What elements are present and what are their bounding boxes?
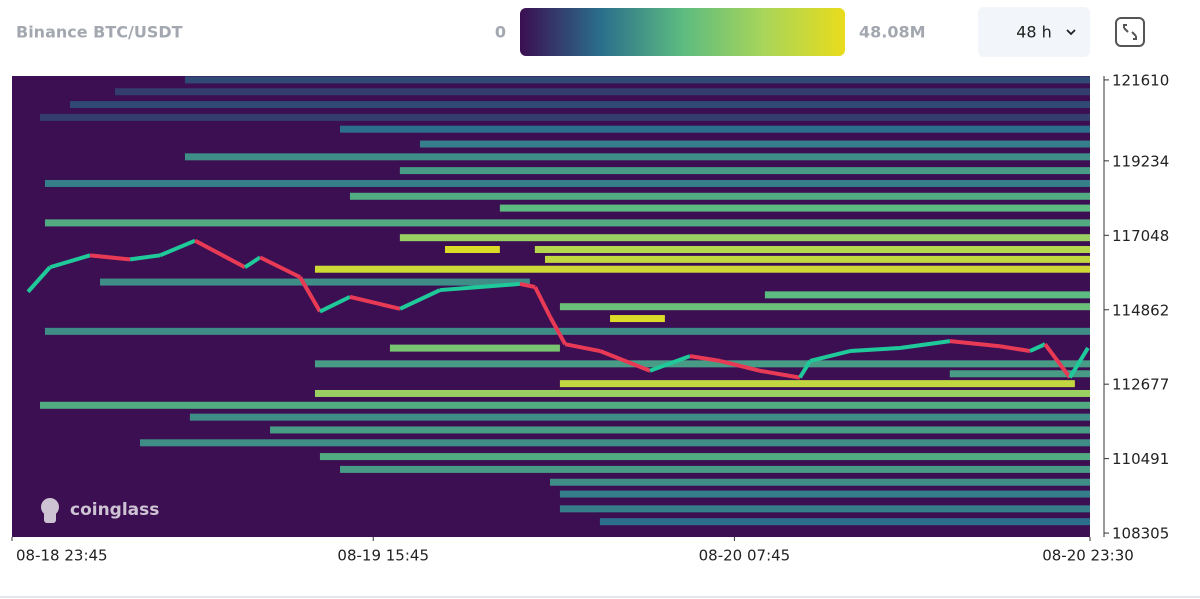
range-selector[interactable]: [978, 7, 1090, 57]
price-segment: [399, 288, 441, 311]
heat-band: [270, 426, 1090, 434]
heat-band: [114, 88, 1090, 96]
fullscreen-icon: [1123, 24, 1137, 40]
y-tick-label: 121610: [1112, 71, 1169, 89]
price-segment: [194, 238, 246, 270]
heat-band: [319, 453, 1090, 461]
price-segment: [49, 253, 91, 270]
price-segment: [259, 255, 301, 279]
heat-band: [44, 327, 1090, 335]
heat-band: [184, 76, 1090, 84]
price-segment: [949, 339, 1001, 349]
x-tick-label: 08-20 23:30: [1042, 547, 1134, 565]
y-tick-label: 110491: [1112, 450, 1169, 468]
heat-band: [184, 153, 1090, 161]
heat-band: [559, 490, 1090, 498]
price-segment: [89, 253, 131, 262]
range-selector-label: 48 h: [1016, 23, 1052, 42]
y-tick-label: 119234: [1112, 152, 1169, 170]
chart-title: Binance BTC/USDT: [16, 23, 183, 42]
colorbar-label: 0: [495, 23, 506, 42]
price-segment: [1029, 342, 1046, 353]
heat-band: [100, 278, 530, 286]
watermark-logo: [44, 511, 56, 523]
heat-band: [39, 401, 1090, 409]
price-segment: [298, 276, 322, 313]
heat-band: [44, 219, 1090, 227]
heat-band: [389, 344, 560, 352]
price-segment: [649, 354, 691, 373]
watermark-text: coinglass: [70, 500, 159, 520]
price-segment: [689, 354, 721, 363]
heat-band: [764, 291, 1090, 299]
heat-band: [314, 389, 1090, 397]
price-segment: [759, 368, 801, 380]
price-line: [26, 238, 1090, 380]
price-segment: [479, 281, 521, 289]
heatmap: [39, 76, 1090, 526]
colorbar: [520, 8, 845, 56]
price-segment: [798, 359, 812, 379]
heat-band: [399, 234, 1090, 242]
heat-band: [545, 255, 1090, 263]
heat-band: [340, 465, 1090, 473]
y-tick-label: 112677: [1112, 376, 1169, 394]
heat-band: [70, 101, 1090, 109]
price-segment: [999, 344, 1031, 354]
heat-band: [349, 192, 1090, 200]
price-segment: [129, 253, 161, 262]
price-segment: [899, 339, 951, 350]
heat-band: [314, 265, 1090, 273]
price-segment: [564, 342, 601, 353]
x-tick-label: 08-19 15:45: [337, 547, 429, 565]
x-tick-label: 08-18 23:45: [16, 547, 108, 565]
y-tick-label: 114862: [1112, 301, 1169, 319]
price-segment: [319, 295, 351, 314]
heat-band: [610, 315, 665, 323]
price-segment: [719, 358, 761, 373]
fullscreen-button[interactable]: [1115, 17, 1145, 47]
price-segment: [1068, 346, 1090, 379]
heat-band: [399, 167, 1090, 175]
price-segment: [533, 286, 552, 318]
heat-band: [534, 246, 1090, 254]
heat-band: [340, 125, 1090, 133]
heat-band: [559, 505, 1090, 513]
price-segment: [599, 349, 651, 373]
heat-band: [140, 439, 1090, 447]
chevron-icon: [1066, 29, 1076, 36]
colorbar-label: 48.08M: [859, 23, 926, 42]
watermark: coinglass: [41, 498, 159, 523]
price-segment: [349, 294, 401, 311]
price-segment: [849, 345, 901, 354]
price-segment: [243, 255, 262, 269]
heat-band: [599, 518, 1090, 526]
heat-band: [44, 179, 1090, 187]
heat-band: [314, 360, 1090, 368]
heat-band: [559, 303, 1090, 311]
price-segment: [548, 315, 567, 346]
heat-band: [39, 113, 1090, 121]
price-segment: [809, 349, 851, 363]
heat-band: [949, 370, 1090, 378]
heat-band: [189, 413, 1090, 421]
y-tick-label: 117048: [1112, 227, 1169, 245]
heat-band: [419, 140, 1090, 148]
price-segment: [519, 281, 536, 289]
x-tick-label: 08-20 07:45: [699, 547, 791, 565]
price-segment: [159, 238, 196, 258]
price-segment: [1043, 343, 1072, 379]
y-tick-label: 108305: [1112, 525, 1169, 543]
price-segment: [439, 285, 481, 293]
heat-band: [445, 246, 500, 254]
heat-band: [549, 478, 1090, 486]
price-segment: [26, 265, 52, 294]
heat-band: [559, 380, 1075, 388]
heat-band: [499, 204, 1090, 212]
